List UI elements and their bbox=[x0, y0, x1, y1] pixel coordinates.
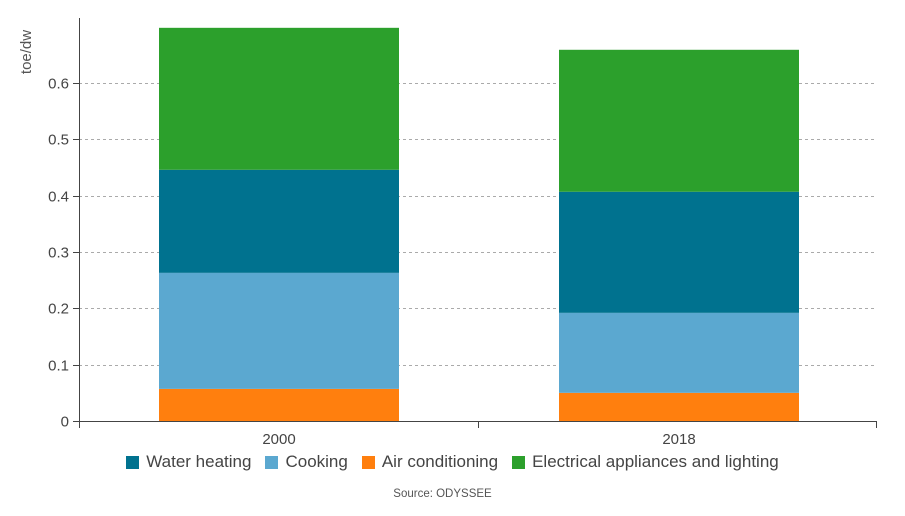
legend-item[interactable]: Water heating bbox=[126, 452, 251, 472]
y-tick-label: 0.2 bbox=[48, 301, 69, 318]
bar-segment-air-conditioning-2018 bbox=[559, 392, 799, 421]
bar-segment-cooking-2000 bbox=[159, 272, 399, 389]
legend-label: Air conditioning bbox=[381, 452, 499, 471]
y-axis-title: toe/dw bbox=[18, 30, 35, 74]
bar-segment-water-heating-2018 bbox=[559, 191, 799, 313]
y-tick-label: 0.3 bbox=[48, 245, 69, 262]
bars bbox=[159, 27, 799, 421]
legend-item[interactable]: Air conditioning bbox=[361, 452, 499, 472]
legend-swatch bbox=[265, 455, 279, 469]
y-tick-label: 0.5 bbox=[48, 132, 69, 149]
bar-segment-electrical-appliances-and-lighting-2000 bbox=[159, 27, 399, 170]
legend: Water heating Cooking Air conditioning Elec… bbox=[0, 452, 905, 472]
y-tick-label: 0.6 bbox=[48, 76, 69, 93]
legend-item[interactable]: Electrical appliances and lighting bbox=[512, 452, 779, 472]
y-tick-label: 0.4 bbox=[48, 189, 69, 206]
legend-swatch bbox=[512, 455, 526, 469]
legend-label: Water heating bbox=[146, 452, 252, 471]
x-tick-label: 2018 bbox=[662, 431, 695, 448]
legend-swatch bbox=[361, 455, 375, 469]
stacked-bar-chart: 0 0.1 0.2 0.3 0.4 0.5 0.6 2000 2018 toe/dw bbox=[18, 18, 877, 448]
bar-segment-air-conditioning-2000 bbox=[159, 388, 399, 421]
legend-label: Cooking bbox=[285, 452, 348, 471]
source-note: Source: ODYSSEE bbox=[393, 488, 492, 500]
bar-segment-electrical-appliances-and-lighting-2018 bbox=[559, 49, 799, 192]
x-tick-label: 2000 bbox=[262, 431, 295, 448]
legend-swatch bbox=[126, 455, 140, 469]
bar-segment-water-heating-2000 bbox=[159, 169, 399, 273]
x-axis: 2000 2018 bbox=[79, 421, 877, 448]
y-tick-label: 0 bbox=[61, 414, 69, 431]
legend-label: Electrical appliances and lighting bbox=[532, 452, 779, 471]
bar-segment-cooking-2018 bbox=[559, 312, 799, 393]
legend-item[interactable]: Cooking bbox=[265, 452, 348, 472]
y-tick-label: 0.1 bbox=[48, 358, 69, 375]
y-axis: 0 0.1 0.2 0.3 0.4 0.5 0.6 bbox=[48, 18, 80, 431]
